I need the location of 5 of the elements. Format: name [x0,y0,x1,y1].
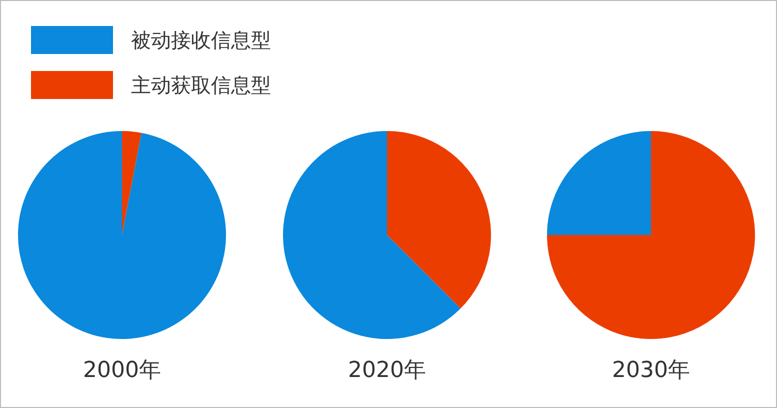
legend-label: 被动接收信息型 [131,26,271,54]
slice-label: 2000年 [82,357,162,385]
slice-label: 2020年 [347,357,427,385]
legend-label: 主动获取信息型 [131,72,271,98]
slice-label: 2030年 [611,357,691,385]
